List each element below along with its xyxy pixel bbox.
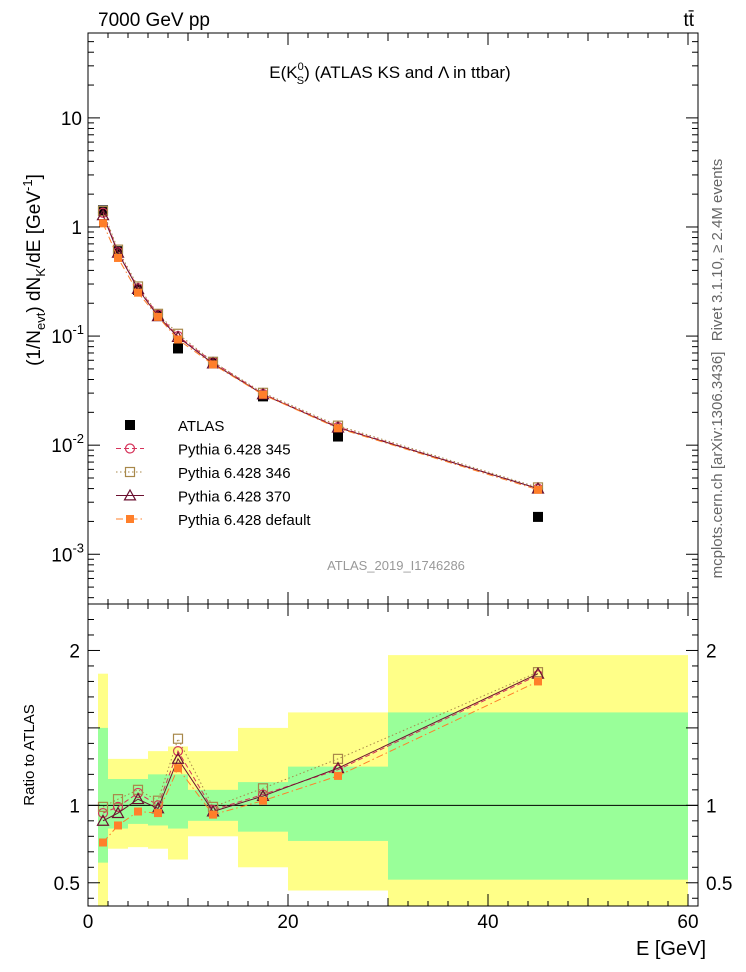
ratio-data-point (114, 821, 122, 830)
x-tick-label: 60 (677, 912, 698, 933)
legend-label: Pythia 6.428 345 (178, 442, 291, 459)
main-data-point (334, 424, 342, 433)
main-data-point (134, 288, 142, 297)
ratio-data-point (97, 801, 109, 812)
main-y-tick-label: 10-3 (51, 540, 84, 566)
main-data-point (259, 390, 267, 399)
ratio-series-line (102, 671, 539, 808)
ratio-data-point (99, 838, 107, 847)
ratio-band-green (168, 774, 188, 829)
ratio-series-group (96, 666, 545, 847)
ratio-data-point (172, 746, 184, 757)
ratio-data-point (154, 809, 162, 818)
chart-title: E(K0 S) (ATLAS KS and Λ in ttbar) (269, 61, 510, 87)
main-data-point (173, 343, 183, 354)
ratio-band-green (98, 727, 108, 863)
mcplots-label: mcplots.cern.ch [arXiv:1306.3436] (709, 352, 726, 579)
main-y-tick-label: 10 (61, 109, 82, 130)
ratio-uncertainty-bands (88, 655, 698, 906)
axes-group: 10-3 10-2 10-1 1 10 0 20 40 60 0.5 0.5 1 1 2 2 (51, 32, 732, 933)
main-series-line (102, 212, 539, 490)
ratio-y-axis-label: Ratio to ATLAS (21, 704, 38, 805)
legend-label: Pythia 6.428 346 (178, 465, 291, 482)
legend-label: Pythia 6.428 370 (178, 489, 291, 506)
main-series-line (102, 210, 539, 488)
ratio-y-tick-label: 2 (69, 641, 80, 662)
legend: ATLAS Pythia 6.428 345 Pythia 6.428 346 Pyt… (116, 418, 311, 529)
main-data-point (533, 511, 543, 522)
ratio-data-point (174, 764, 182, 773)
ratio-data-point (131, 792, 145, 805)
ratio-frame (87, 603, 699, 907)
ratio-data-point (257, 783, 269, 794)
ratio-data-point (112, 794, 124, 805)
ratio-y-tick-label-right: 2 (706, 641, 717, 662)
analysis-tag: ATLAS_2019_I1746286 (327, 558, 465, 573)
ratio-y-tick-label-right: 0.5 (706, 874, 732, 895)
ratio-data-point (111, 806, 125, 819)
ratio-data-point (172, 733, 184, 744)
rivet-version-label: Rivet 3.1.10, ≥ 2.4M events (709, 159, 726, 342)
main-data-point (534, 485, 542, 494)
ratio-data-point (171, 752, 185, 764)
main-y-tick-label: 10-1 (51, 322, 84, 348)
ratio-data-point (534, 677, 542, 686)
main-y-axis-label: (1/Nevt) dNK/dE [GeV-1] (20, 174, 48, 366)
ratio-y-tick-label: 0.5 (54, 874, 80, 895)
x-axis-label: E [GeV] (636, 938, 706, 960)
ratio-data-point (96, 814, 110, 826)
ratio-data-point (334, 771, 342, 780)
main-series-line (102, 215, 539, 490)
legend-label: ATLAS (178, 418, 224, 435)
main-series-group (96, 205, 545, 522)
ratio-y-tick-label: 1 (69, 796, 80, 817)
x-tick-label: 40 (477, 912, 498, 933)
main-y-tick-label: 1 (71, 218, 82, 239)
ratio-series-line (102, 674, 539, 814)
main-data-point (154, 312, 162, 321)
main-data-point (333, 431, 343, 442)
collision-label: 7000 GeV pp (98, 10, 210, 31)
legend-marker (123, 488, 137, 501)
legend-marker (126, 515, 134, 523)
x-tick-label: 0 (83, 912, 94, 933)
ratio-y-tick-label-right: 1 (706, 796, 717, 817)
ratio-data-point (259, 796, 267, 805)
x-tick-label: 20 (277, 912, 298, 933)
legend-marker (124, 466, 136, 478)
main-data-point (99, 219, 107, 228)
legend-marker (124, 443, 136, 454)
main-data-point (174, 335, 182, 344)
ratio-band-green (388, 712, 688, 880)
ratio-data-point (209, 810, 217, 819)
main-data-point (114, 253, 122, 262)
ratio-data-point (97, 807, 109, 819)
ratio-data-point (152, 795, 164, 806)
main-y-tick-label: 10-2 (51, 431, 84, 457)
main-series-line (102, 223, 539, 491)
ratio-data-point (134, 807, 142, 816)
process-label: tt̄ (683, 10, 694, 31)
ratio-band-green (148, 774, 168, 826)
ratio-data-point (112, 801, 124, 812)
ratio-series-line (102, 673, 539, 822)
main-data-point (209, 360, 217, 369)
legend-marker (125, 420, 135, 430)
legend-label: Pythia 6.428 default (178, 512, 311, 529)
